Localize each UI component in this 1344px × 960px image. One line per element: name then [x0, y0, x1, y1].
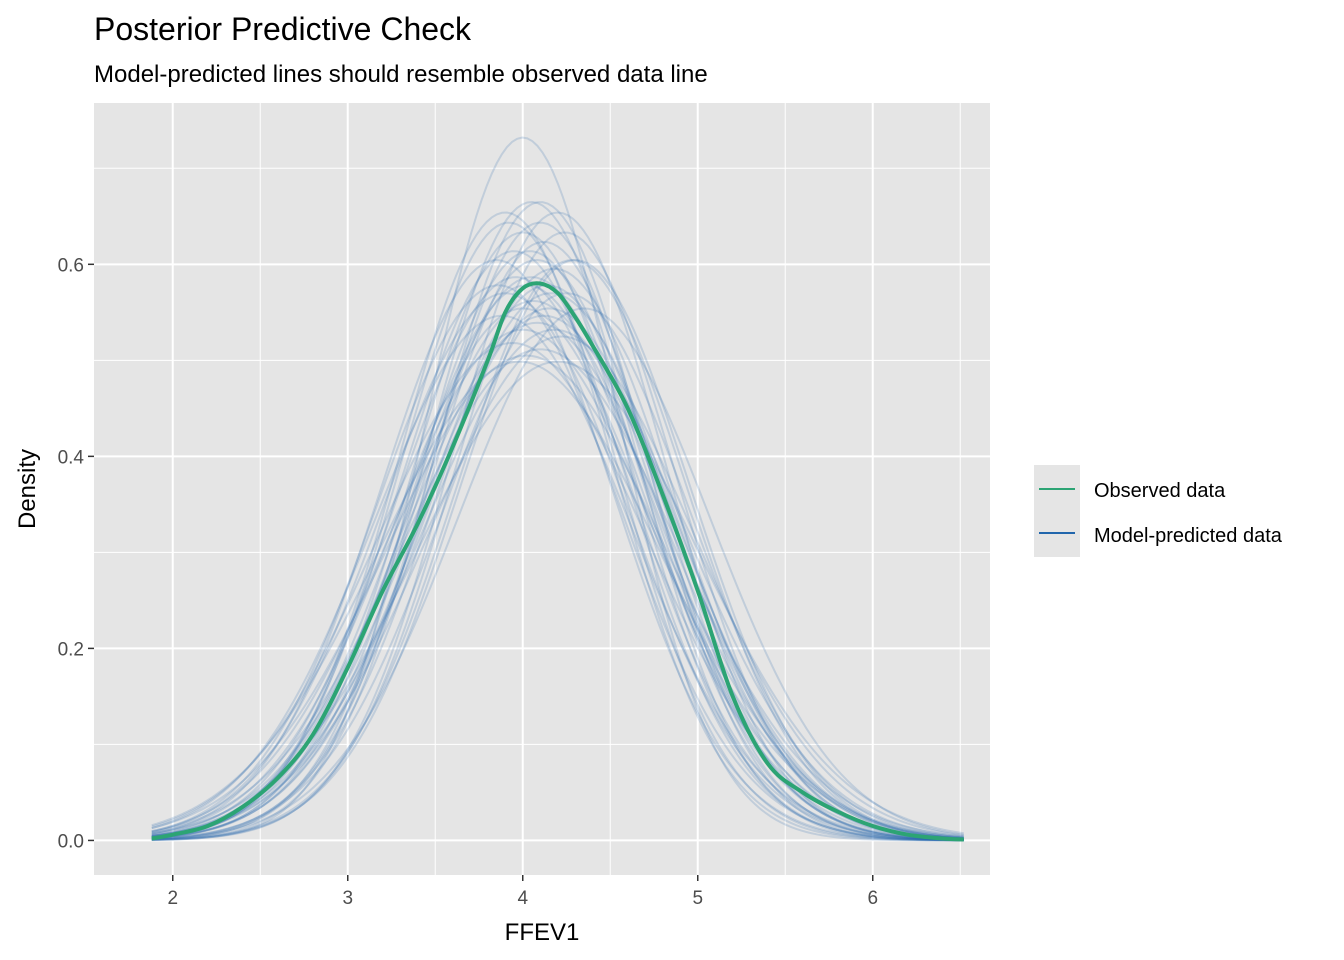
legend-key-background	[1034, 465, 1080, 557]
predicted-density-line	[151, 307, 964, 840]
predicted-density-line	[151, 284, 964, 841]
predicted-density-line	[151, 267, 964, 841]
predicted-density-line	[151, 259, 964, 842]
y-axis-title: Density	[14, 449, 41, 529]
predicted-density-line	[151, 284, 964, 842]
y-tick-label: 0.4	[58, 447, 85, 468]
x-axis: 2 3 4 5 6	[167, 875, 878, 909]
predicted-density-line	[151, 348, 964, 838]
x-tick-label: 2	[167, 888, 178, 909]
predicted-density-line	[151, 307, 964, 841]
predicted-density-line	[151, 314, 964, 841]
predicted-density-line	[151, 335, 964, 838]
x-tick-label: 6	[867, 888, 878, 909]
y-tick-label: 0.6	[58, 255, 84, 276]
major-gridlines	[94, 103, 990, 875]
predicted-density-line	[151, 307, 964, 840]
plot-panel	[94, 103, 990, 875]
predicted-density-line	[151, 221, 964, 842]
predicted-density-line	[151, 240, 964, 841]
observed-density-line	[151, 281, 964, 842]
y-axis: 0.0 0.2 0.4 0.6	[58, 255, 94, 852]
predicted-density-line	[151, 360, 964, 839]
predicted-density-line	[151, 136, 964, 842]
predicted-density-line	[151, 354, 964, 839]
predicted-density-line	[151, 259, 964, 841]
predicted-density-line	[151, 231, 964, 842]
chart-subtitle: Model-predicted lines should resemble ob…	[94, 61, 708, 88]
predicted-density-line	[151, 250, 964, 842]
predicted-density-line	[151, 276, 964, 841]
x-axis-title: FFEV1	[505, 919, 580, 946]
predicted-density-line	[151, 259, 964, 841]
y-tick-label: 0.2	[58, 639, 84, 660]
chart-title: Posterior Predictive Check	[94, 11, 472, 47]
predicted-density-line	[151, 284, 964, 840]
predicted-density-line	[151, 211, 964, 841]
legend-label-predicted: Model-predicted data	[1094, 525, 1283, 547]
predicted-density-line	[151, 328, 964, 838]
predicted-density-line	[151, 201, 964, 842]
predicted-density-line	[151, 292, 964, 841]
predicted-density-line	[151, 259, 964, 841]
predicted-density-line	[151, 211, 964, 842]
legend-label-observed: Observed data	[1094, 480, 1226, 502]
predicted-density-line	[151, 201, 964, 842]
x-tick-label: 3	[342, 888, 353, 909]
predicted-density-line	[151, 221, 964, 842]
predicted-density-line	[151, 321, 964, 840]
y-tick-label: 0.0	[58, 831, 84, 852]
observed-line-group	[151, 281, 964, 842]
x-tick-label: 4	[517, 888, 528, 909]
x-tick-label: 5	[692, 888, 703, 909]
legend: Observed data Model-predicted data	[1034, 465, 1283, 557]
